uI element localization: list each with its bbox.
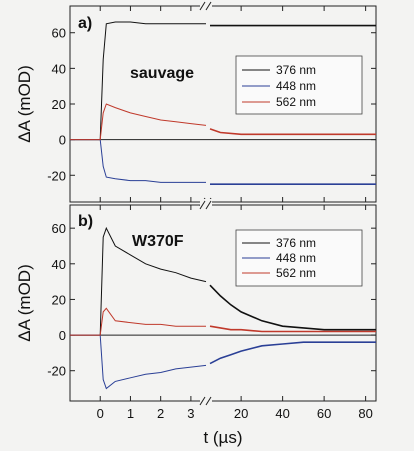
panel-b-y-tick-label: 60: [52, 221, 66, 236]
x-tick-label: 20: [234, 406, 248, 421]
panel-b-y-axis-title: ΔA (mOD): [15, 264, 34, 341]
panel-a-legend: 376 nm 448 nm 562 nm: [235, 55, 363, 115]
panel-b-series-448nm-late: [209, 341, 376, 365]
panel-b-legend-label-562: 562 nm: [276, 266, 316, 280]
panel-b-annotation: W370F: [132, 233, 184, 250]
panel-a-y-tick-label: 0: [59, 133, 66, 148]
panel-b-axis-break: [199, 199, 212, 407]
x-tick-label: 0: [97, 406, 104, 421]
panel-b-y-tick-label: 20: [52, 292, 66, 307]
x-tick-label: 40: [275, 406, 289, 421]
panel-a-y-axis-title: ΔA (mOD): [15, 65, 34, 142]
panel-b-y-tick-label: 40: [52, 257, 66, 272]
panel-a-y-tick-label: 20: [52, 97, 66, 112]
panel-a-series-562nm-early: [70, 103, 207, 141]
x-tick-label: 3: [187, 406, 194, 421]
panel-b-series-376nm-late: [209, 284, 376, 331]
x-tick-label: 1: [127, 406, 134, 421]
panel-b-series-562nm-early: [70, 307, 206, 336]
panel-b-plot-area: [70, 226, 376, 390]
panel-a-plot-area: [70, 21, 376, 185]
panel-a-legend-label-448: 448 nm: [276, 79, 316, 93]
panel-b-label: b): [78, 213, 93, 230]
panel-a-y-tick-label: 60: [52, 26, 66, 41]
panel-a-legend-label-376: 376 nm: [276, 63, 316, 77]
panel-a: -20 0 20 40 60 a) sauvage 376 nm 448 nm 562 …: [47, 0, 377, 208]
panel-b-axes: -20 0 20 40 60 0 1 2 3 20 40 60 80: [47, 205, 376, 421]
x-axis-title: t (µs): [203, 428, 242, 447]
panel-b-series-562nm-late: [209, 325, 376, 333]
panel-b-legend-label-448: 448 nm: [276, 251, 316, 265]
panel-b-legend-label-376: 376 nm: [276, 236, 316, 250]
panel-a-annotation: sauvage: [130, 65, 194, 82]
panel-b-frame: [69, 204, 377, 402]
x-tick-label: 60: [317, 406, 331, 421]
panel-a-legend-label-562: 562 nm: [276, 95, 316, 109]
panel-b-y-tick-label: 0: [59, 328, 66, 343]
panel-b-y-tick-label: -20: [47, 364, 66, 379]
x-tick-label: 80: [358, 406, 372, 421]
panel-a-y-tick-label: 40: [52, 61, 66, 76]
panel-a-series-562nm-late: [209, 128, 376, 136]
panel-a-legend-box: [235, 55, 363, 115]
x-tick-label: 2: [157, 406, 164, 421]
panel-b: -20 0 20 40 60 0 1 2 3 20 40 60 80 b) W370F 376 nm 4…: [47, 199, 377, 421]
panel-a-label: a): [78, 15, 92, 32]
panel-a-y-tick-label: -20: [47, 168, 66, 183]
panel-a-axes: -20 0 20 40 60: [47, 6, 376, 202]
panel-b-legend: 376 nm 448 nm 562 nm: [235, 229, 363, 287]
